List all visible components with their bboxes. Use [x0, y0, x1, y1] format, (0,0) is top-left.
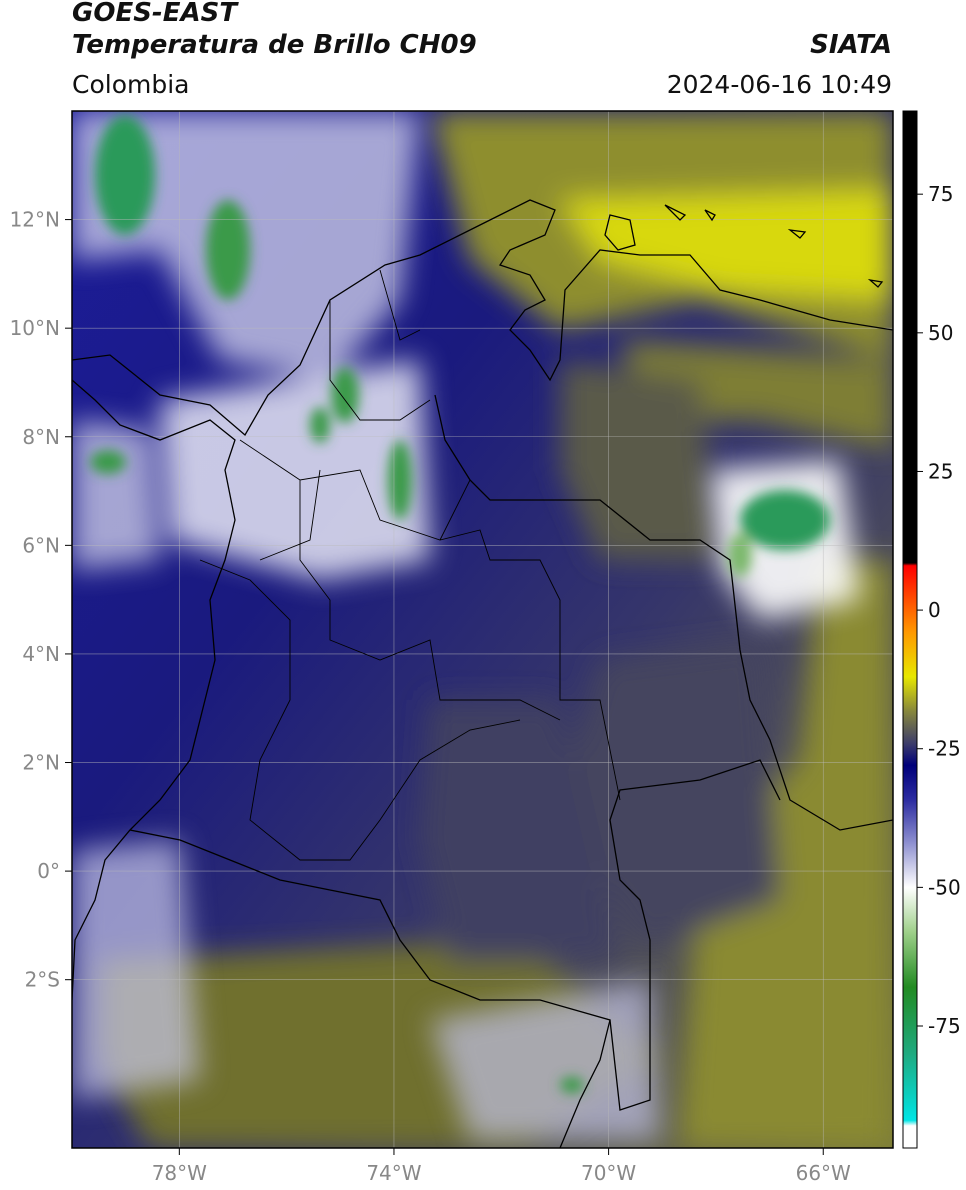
island-aruba: [664, 204, 687, 221]
colorbar-ticks: 75 50 25 0 -25 -50 -75: [917, 182, 961, 1038]
lat-tick-label-6: 0°: [37, 859, 60, 883]
latitude-axis: 12°N 10°N 8°N 6°N 4°N 2°N 0° 2°S: [10, 208, 72, 992]
lat-tick-label-0: 12°N: [10, 208, 60, 232]
map-gridlines: [72, 111, 893, 1148]
satellite-imagery: [72, 111, 893, 1148]
colorbar: 75 50 25 0 -25 -50 -75: [902, 110, 961, 1149]
lat-tick-label-4: 4°N: [22, 642, 60, 666]
region-label: Colombia: [72, 70, 190, 99]
colorbar-tick-label-1: 50: [928, 321, 953, 345]
colorbar-tick-label-6: -75: [928, 1014, 961, 1038]
colorbar-tick-label-0: 75: [928, 182, 953, 206]
lon-tick-label-2: 70°W: [581, 1161, 636, 1185]
country-borders: [72, 199, 893, 1148]
lat-tick-label-7: 2°S: [25, 968, 60, 992]
map-subtitle: Temperatura de Brillo CH09: [72, 30, 477, 60]
island-curacao: [604, 214, 636, 251]
island-margarita: [787, 229, 807, 239]
timestamp-label: 2024-06-16 10:49: [666, 70, 892, 99]
map-title: GOES-EAST: [72, 0, 238, 28]
caribbean-coastline: [72, 199, 893, 437]
lon-tick-label-0: 78°W: [152, 1161, 207, 1185]
lon-tick-label-3: 66°W: [796, 1161, 851, 1185]
border-venezuela: [434, 394, 893, 831]
lat-tick-label-1: 10°N: [10, 316, 60, 340]
longitude-axis: 78°W 74°W 70°W 66°W: [152, 1148, 851, 1185]
colorbar-tick-label-4: -25: [928, 737, 961, 761]
colorbar-scale: [902, 110, 918, 1149]
map-frame: [71, 110, 894, 1149]
colorbar-tick-label-3: 0: [928, 598, 941, 622]
department-borders: [199, 269, 621, 861]
lon-tick-label-1: 74°W: [366, 1161, 421, 1185]
island-bonaire: [704, 209, 716, 222]
lat-tick-label-2: 8°N: [22, 425, 60, 449]
border-peru-ecuador: [129, 829, 611, 1148]
lat-tick-label-5: 2°N: [22, 751, 60, 775]
colorbar-tick-label-2: 25: [928, 459, 953, 483]
colorbar-tick-label-5: -50: [928, 875, 961, 899]
pacific-coastline: [72, 379, 236, 1001]
island-trinidad: [867, 278, 884, 288]
border-brazil: [609, 759, 781, 1111]
brand-label: SIATA: [810, 30, 892, 60]
lat-tick-label-3: 6°N: [22, 533, 60, 557]
